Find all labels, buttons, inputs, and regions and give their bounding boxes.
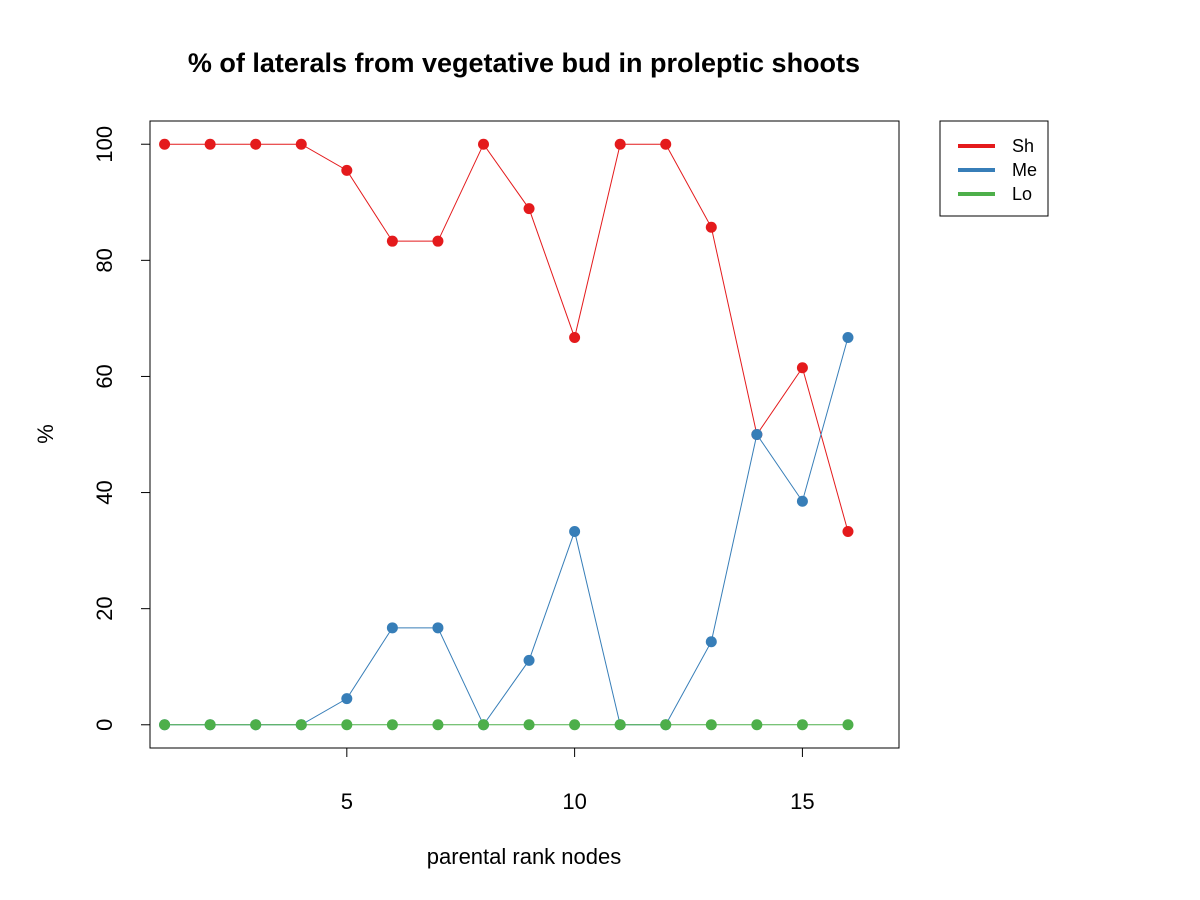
y-axis-label: % bbox=[33, 424, 58, 444]
series-line-me bbox=[164, 337, 849, 726]
series-me bbox=[159, 332, 854, 731]
data-point-sh bbox=[614, 138, 626, 150]
y-axis: 0 20 40 60 80 100 bbox=[92, 126, 150, 731]
legend-label-lo: Lo bbox=[1012, 184, 1032, 204]
data-point-lo bbox=[569, 719, 581, 731]
data-point-lo bbox=[159, 719, 171, 731]
y-tick-label: 40 bbox=[92, 480, 117, 504]
data-point-lo bbox=[705, 719, 717, 731]
y-tick-label: 100 bbox=[92, 126, 117, 163]
data-point-me bbox=[751, 429, 763, 440]
data-point-lo bbox=[751, 719, 763, 731]
data-point-sh bbox=[523, 203, 535, 215]
plot-frame bbox=[149, 120, 900, 749]
data-point-lo bbox=[250, 719, 262, 731]
data-point-sh bbox=[842, 525, 854, 537]
x-tick-label: 15 bbox=[790, 789, 814, 814]
data-point-sh bbox=[569, 332, 581, 344]
legend: Sh Me Lo bbox=[939, 120, 1049, 217]
data-point-lo bbox=[842, 719, 854, 731]
y-tick-label: 80 bbox=[92, 248, 117, 272]
series-sh bbox=[159, 138, 854, 537]
data-point-me bbox=[842, 332, 854, 344]
series-line-sh bbox=[164, 143, 849, 532]
data-point-lo bbox=[477, 719, 489, 731]
data-point-sh bbox=[796, 362, 808, 374]
x-axis-label: parental rank nodes bbox=[427, 844, 621, 869]
data-point-lo bbox=[432, 719, 444, 731]
series-layer bbox=[159, 138, 854, 731]
data-point-sh bbox=[432, 235, 444, 247]
x-axis: 5 10 15 bbox=[341, 748, 815, 814]
data-point-sh bbox=[477, 138, 489, 150]
x-tick-label: 10 bbox=[562, 789, 586, 814]
y-tick-label: 20 bbox=[92, 596, 117, 620]
x-tick-label: 5 bbox=[341, 789, 353, 814]
data-point-me bbox=[705, 636, 717, 648]
data-point-me bbox=[796, 495, 808, 507]
y-tick-label: 0 bbox=[92, 719, 117, 731]
data-point-sh bbox=[250, 138, 262, 150]
data-point-sh bbox=[341, 164, 353, 176]
data-point-me bbox=[341, 693, 353, 705]
series-lo bbox=[159, 719, 854, 731]
data-point-sh bbox=[705, 221, 717, 233]
data-point-sh bbox=[660, 138, 672, 150]
data-point-lo bbox=[614, 719, 626, 731]
data-point-lo bbox=[796, 719, 808, 731]
data-point-me bbox=[523, 654, 535, 666]
data-point-lo bbox=[204, 719, 216, 731]
legend-label-sh: Sh bbox=[1012, 136, 1034, 156]
data-point-lo bbox=[341, 719, 353, 731]
data-point-lo bbox=[386, 719, 398, 731]
data-point-sh bbox=[159, 138, 171, 150]
data-point-lo bbox=[660, 719, 672, 731]
data-point-me bbox=[386, 622, 398, 634]
chart-title: % of laterals from vegetative bud in pro… bbox=[188, 48, 860, 78]
data-point-sh bbox=[295, 138, 307, 150]
data-point-lo bbox=[295, 719, 307, 731]
legend-label-me: Me bbox=[1012, 160, 1037, 180]
data-point-sh bbox=[204, 138, 216, 150]
data-point-me bbox=[569, 525, 581, 537]
data-point-lo bbox=[523, 719, 535, 731]
y-tick-label: 60 bbox=[92, 364, 117, 388]
data-point-me bbox=[432, 622, 444, 634]
data-point-sh bbox=[386, 235, 398, 247]
